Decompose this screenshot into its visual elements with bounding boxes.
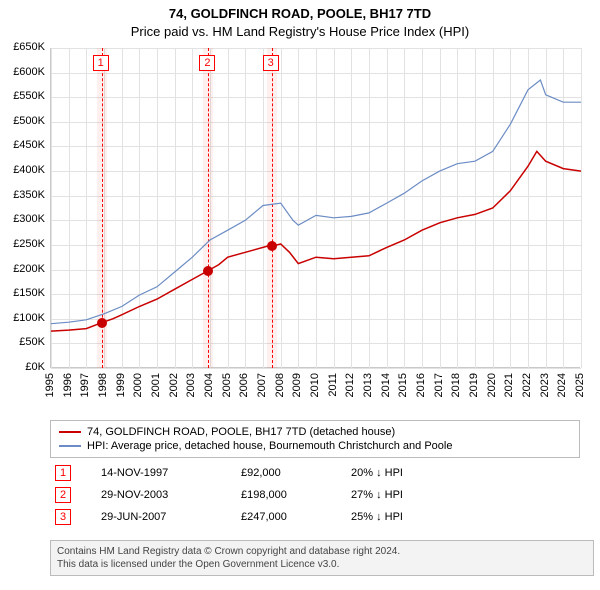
sale-marker-date: 29-NOV-2003 xyxy=(101,489,211,501)
x-axis-label: 2010 xyxy=(309,373,321,397)
sale-marker-hpi-delta: 25% ↓ HPI xyxy=(351,511,441,523)
page-subtitle: Price paid vs. HM Land Registry's House … xyxy=(0,24,600,39)
x-axis-label: 1997 xyxy=(79,373,91,397)
y-axis-label: £500K xyxy=(5,115,45,127)
x-axis-label: 2022 xyxy=(521,373,533,397)
x-axis-label: 2023 xyxy=(539,373,551,397)
series-line-property xyxy=(51,151,581,331)
page-title: 74, GOLDFINCH ROAD, POOLE, BH17 7TD xyxy=(0,6,600,21)
x-axis-label: 2019 xyxy=(468,373,480,397)
x-axis-label: 2002 xyxy=(168,373,180,397)
sale-marker-price: £247,000 xyxy=(241,511,321,523)
sale-marker-row-number: 2 xyxy=(55,487,71,503)
sale-marker-hpi-delta: 27% ↓ HPI xyxy=(351,489,441,501)
y-axis-label: £350K xyxy=(5,189,45,201)
chart-lines xyxy=(51,48,581,368)
chart-legend: 74, GOLDFINCH ROAD, POOLE, BH17 7TD (det… xyxy=(50,420,580,458)
license-line: This data is licensed under the Open Gov… xyxy=(57,558,587,571)
x-axis-label: 2001 xyxy=(150,373,162,397)
x-axis-label: 2024 xyxy=(556,373,568,397)
legend-swatch-property xyxy=(59,431,81,433)
series-line-hpi xyxy=(51,80,581,324)
y-axis-label: £600K xyxy=(5,66,45,78)
sale-marker-row-number: 1 xyxy=(55,465,71,481)
x-axis-label: 2007 xyxy=(256,373,268,397)
x-axis-label: 2017 xyxy=(433,373,445,397)
legend-swatch-hpi xyxy=(59,445,81,447)
y-gridline xyxy=(51,368,581,369)
x-axis-label: 2012 xyxy=(344,373,356,397)
x-axis-label: 1995 xyxy=(44,373,56,397)
x-axis-label: 2016 xyxy=(415,373,427,397)
sale-marker-row: 2 29-NOV-2003 £198,000 27% ↓ HPI xyxy=(55,484,441,506)
x-axis-label: 2004 xyxy=(203,373,215,397)
sale-marker-price: £92,000 xyxy=(241,467,321,479)
legend-row: 74, GOLDFINCH ROAD, POOLE, BH17 7TD (det… xyxy=(59,425,571,439)
sale-marker-row: 3 29-JUN-2007 £247,000 25% ↓ HPI xyxy=(55,506,441,528)
x-axis-label: 2005 xyxy=(221,373,233,397)
y-axis-label: £450K xyxy=(5,139,45,151)
x-gridline xyxy=(581,48,582,368)
legend-row: HPI: Average price, detached house, Bour… xyxy=(59,439,571,453)
x-axis-label: 2013 xyxy=(362,373,374,397)
chart-plot-area xyxy=(50,48,580,368)
sale-marker-price: £198,000 xyxy=(241,489,321,501)
x-axis-label: 2009 xyxy=(291,373,303,397)
x-axis-label: 2003 xyxy=(185,373,197,397)
y-axis-label: £0K xyxy=(5,361,45,373)
x-axis-label: 2018 xyxy=(450,373,462,397)
license-box: Contains HM Land Registry data © Crown c… xyxy=(50,540,594,576)
license-line: Contains HM Land Registry data © Crown c… xyxy=(57,545,587,558)
y-axis-label: £200K xyxy=(5,263,45,275)
x-axis-label: 1998 xyxy=(97,373,109,397)
y-axis-label: £50K xyxy=(5,336,45,348)
y-axis-label: £300K xyxy=(5,213,45,225)
x-axis-label: 2006 xyxy=(238,373,250,397)
legend-label-property: 74, GOLDFINCH ROAD, POOLE, BH17 7TD (det… xyxy=(87,426,395,438)
y-axis-label: £650K xyxy=(5,41,45,53)
sale-marker-number: 3 xyxy=(263,55,279,71)
x-axis-label: 2015 xyxy=(397,373,409,397)
x-axis-label: 2008 xyxy=(274,373,286,397)
sale-marker-row: 1 14-NOV-1997 £92,000 20% ↓ HPI xyxy=(55,462,441,484)
sale-marker-number: 1 xyxy=(93,55,109,71)
x-axis-label: 2021 xyxy=(503,373,515,397)
y-axis-label: £550K xyxy=(5,90,45,102)
sale-marker-date: 29-JUN-2007 xyxy=(101,511,211,523)
sale-marker-hpi-delta: 20% ↓ HPI xyxy=(351,467,441,479)
x-axis-label: 2014 xyxy=(380,373,392,397)
x-axis-label: 2011 xyxy=(327,373,339,397)
x-axis-label: 1999 xyxy=(115,373,127,397)
x-axis-label: 2000 xyxy=(132,373,144,397)
sale-marker-date: 14-NOV-1997 xyxy=(101,467,211,479)
x-axis-label: 2025 xyxy=(574,373,586,397)
y-axis-label: £100K xyxy=(5,312,45,324)
y-axis-label: £250K xyxy=(5,238,45,250)
sale-marker-row-number: 3 xyxy=(55,509,71,525)
sale-markers-table: 1 14-NOV-1997 £92,000 20% ↓ HPI 2 29-NOV-2003… xyxy=(55,462,441,528)
y-axis-label: £150K xyxy=(5,287,45,299)
sale-marker-number: 2 xyxy=(199,55,215,71)
x-axis-label: 2020 xyxy=(486,373,498,397)
x-axis-label: 1996 xyxy=(62,373,74,397)
legend-label-hpi: HPI: Average price, detached house, Bour… xyxy=(87,440,452,452)
y-axis-label: £400K xyxy=(5,164,45,176)
